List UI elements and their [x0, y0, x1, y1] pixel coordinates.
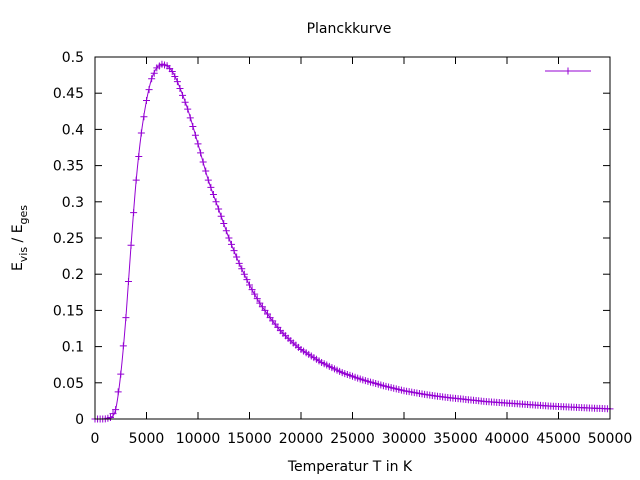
- data-point-marker: [222, 227, 230, 235]
- data-point-marker: [173, 78, 181, 86]
- data-point-marker: [143, 96, 150, 104]
- data-point-marker: [186, 114, 194, 122]
- data-point-marker: [258, 303, 266, 311]
- data-point-marker: [199, 158, 207, 166]
- y-tick-label: 0.05: [53, 376, 84, 392]
- axis-tick-labels: 0 5000 10000 15000 20000 25000 30000 35000 40000…: [53, 50, 632, 447]
- data-point-marker: [189, 123, 197, 131]
- data-point-marker: [130, 209, 138, 217]
- data-point-marker: [112, 406, 120, 414]
- data-point-marker: [171, 73, 179, 81]
- x-tick-label: 10000: [176, 431, 221, 447]
- plot-frame: [94, 56, 611, 420]
- axis-ticks: [94, 56, 611, 420]
- y-tick-label: 0: [75, 412, 84, 428]
- y-tick-label: 0.15: [53, 303, 84, 319]
- data-point-marker: [194, 140, 202, 148]
- data-point-marker: [119, 342, 127, 350]
- x-tick-label: 50000: [588, 431, 633, 447]
- data-point-marker: [253, 295, 261, 303]
- data-point-marker: [202, 167, 210, 175]
- data-point-marker: [168, 67, 176, 75]
- x-tick-label: 15000: [227, 431, 272, 447]
- data-point-marker: [117, 370, 125, 378]
- legend: [545, 67, 591, 75]
- y-axis-label-sep: / E: [10, 224, 26, 246]
- data-point-marker: [261, 306, 269, 314]
- data-point-marker: [256, 299, 264, 307]
- data-point-marker: [145, 86, 153, 94]
- data-point-marker: [243, 276, 251, 284]
- series-line: [94, 63, 611, 420]
- y-tick-label: 0.45: [53, 86, 84, 102]
- data-point-marker: [225, 234, 233, 242]
- y-axis-label-sub1: vis: [17, 247, 30, 263]
- data-point-marker: [240, 270, 248, 278]
- data-point-marker: [150, 69, 158, 77]
- data-point-marker: [109, 410, 117, 418]
- x-tick-label: 40000: [485, 431, 530, 447]
- data-point-marker: [246, 281, 253, 289]
- data-point-marker: [212, 198, 220, 206]
- data-point-marker: [204, 176, 212, 184]
- x-tick-label: 25000: [330, 431, 375, 447]
- data-point-marker: [176, 84, 184, 92]
- data-point-marker: [215, 205, 223, 213]
- data-point-marker: [122, 314, 130, 322]
- data-point-marker: [114, 388, 122, 396]
- data-point-marker: [217, 212, 225, 220]
- x-tick-label: 30000: [382, 431, 427, 447]
- x-tick-label: 20000: [279, 431, 324, 447]
- data-point-marker: [184, 105, 192, 113]
- data-point-marker: [227, 240, 235, 248]
- series-group: [91, 60, 614, 423]
- x-axis-label: Temperatur T in K: [287, 459, 413, 475]
- data-point-marker: [248, 286, 256, 294]
- data-point-marker: [251, 290, 259, 298]
- data-point-marker: [179, 91, 187, 99]
- data-point-marker: [207, 183, 215, 191]
- y-tick-label: 0.25: [53, 231, 84, 247]
- data-point-marker: [230, 247, 238, 255]
- y-axis-label-main: E: [10, 262, 26, 271]
- data-point-marker: [191, 131, 199, 139]
- data-point-marker: [209, 191, 217, 199]
- x-tick-label: 45000: [536, 431, 581, 447]
- chart-title: Planckkurve: [307, 21, 392, 37]
- y-tick-label: 0.35: [53, 159, 84, 175]
- x-tick-label: 35000: [433, 431, 478, 447]
- data-point-marker: [140, 113, 148, 121]
- data-point-marker: [238, 265, 246, 273]
- data-point-marker: [148, 75, 156, 83]
- data-point-marker: [181, 98, 189, 106]
- data-point-marker: [135, 153, 143, 161]
- legend-marker: [564, 67, 572, 75]
- data-point-marker: [124, 277, 132, 285]
- y-axis-label: Evis / Eges: [10, 205, 30, 271]
- data-point-marker: [235, 259, 243, 267]
- data-point-marker: [264, 310, 272, 318]
- data-point-marker: [220, 220, 228, 228]
- y-tick-label: 0.1: [62, 340, 84, 356]
- y-tick-label: 0.3: [62, 195, 84, 211]
- data-point-marker: [127, 241, 135, 249]
- y-tick-label: 0.4: [62, 122, 84, 138]
- data-point-marker: [106, 414, 114, 422]
- x-tick-label: 5000: [129, 431, 165, 447]
- data-point-marker: [233, 253, 241, 261]
- data-point-marker: [137, 129, 145, 137]
- y-tick-label: 0.2: [62, 267, 84, 283]
- data-point-marker: [132, 176, 140, 184]
- x-tick-label: 0: [91, 431, 100, 447]
- y-tick-label: 0.5: [62, 50, 84, 66]
- data-point-marker: [197, 149, 205, 157]
- y-axis-label-sub2: ges: [17, 205, 30, 225]
